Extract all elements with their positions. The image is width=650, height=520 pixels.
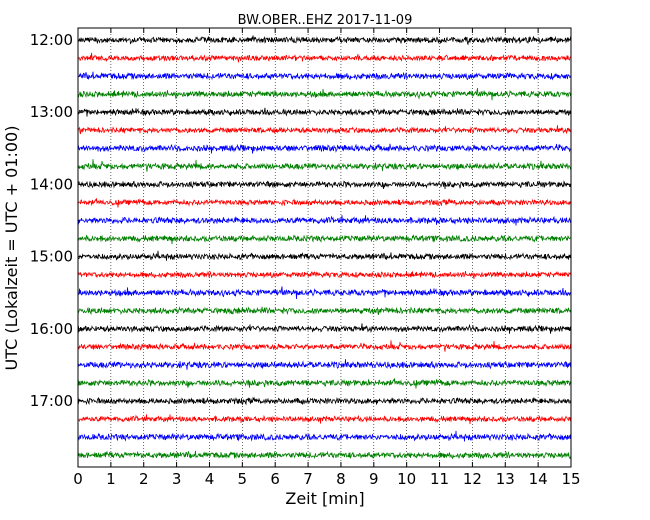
- y-tick-label: 14:00: [30, 175, 73, 193]
- trace-1630: [77, 359, 572, 370]
- trace-1330: [77, 143, 572, 154]
- trace-1300: [77, 107, 572, 117]
- trace-1245: [77, 87, 572, 101]
- x-tick-label: 14: [529, 470, 548, 488]
- trace-1645: [77, 378, 572, 389]
- x-tick-label: 5: [238, 470, 248, 488]
- x-tick-label: 10: [397, 470, 416, 488]
- chart-title: BW.OBER..EHZ 2017-11-09: [238, 13, 413, 28]
- trace-1730: [77, 430, 572, 442]
- y-tick-label: 13:00: [30, 103, 73, 121]
- x-tick-label: 1: [106, 470, 116, 488]
- trace-1515: [77, 270, 572, 280]
- trace-1430: [77, 215, 572, 226]
- x-tick-label: 4: [205, 470, 215, 488]
- x-tick-label: 3: [172, 470, 182, 488]
- plot-frame: [77, 27, 572, 468]
- x-tick-label: 2: [139, 470, 149, 488]
- trace-1715: [77, 414, 572, 425]
- grid-lines: [110, 28, 539, 467]
- trace-1600: [77, 323, 572, 334]
- trace-1215: [77, 52, 572, 63]
- trace-1345: [77, 159, 572, 172]
- trace-1700: [77, 396, 572, 406]
- x-tick-label: 9: [369, 470, 379, 488]
- x-tick-label: 6: [270, 470, 280, 488]
- trace-1545: [77, 306, 572, 316]
- x-tick-label: 0: [73, 470, 83, 488]
- trace-1415: [77, 198, 572, 208]
- x-tick-label: 13: [496, 470, 515, 488]
- x-tick-label: 12: [463, 470, 482, 488]
- trace-1200: [77, 35, 572, 46]
- x-tick-label: 15: [561, 470, 580, 488]
- x-tick-label: 7: [303, 470, 313, 488]
- y-tick-label: 17:00: [30, 392, 73, 410]
- y-axis: 12:00 13:00 14:00 15:00 16:00 17:00: [30, 31, 571, 410]
- trace-1500: [77, 250, 572, 261]
- y-tick-label: 15:00: [30, 248, 73, 266]
- trace-1615: [77, 340, 572, 352]
- trace-1445: [77, 234, 572, 245]
- y-axis-label: UTC (Lokalzeit = UTC + 01:00): [2, 126, 21, 371]
- trace-1230: [77, 71, 572, 81]
- trace-1400: [77, 180, 572, 190]
- seismic-traces: [77, 35, 572, 460]
- trace-1530: [77, 286, 572, 300]
- trace-1315: [77, 125, 572, 135]
- x-axis: 0 1 2 3 4 5 6 7 8 9 10 11 12 13 14 15: [73, 28, 581, 488]
- y-tick-label: 12:00: [30, 31, 73, 49]
- x-axis-label: Zeit [min]: [285, 489, 364, 508]
- y-tick-label: 16:00: [30, 320, 73, 338]
- trace-1745: [77, 450, 572, 460]
- x-tick-label: 8: [336, 470, 346, 488]
- x-tick-label: 11: [430, 470, 449, 488]
